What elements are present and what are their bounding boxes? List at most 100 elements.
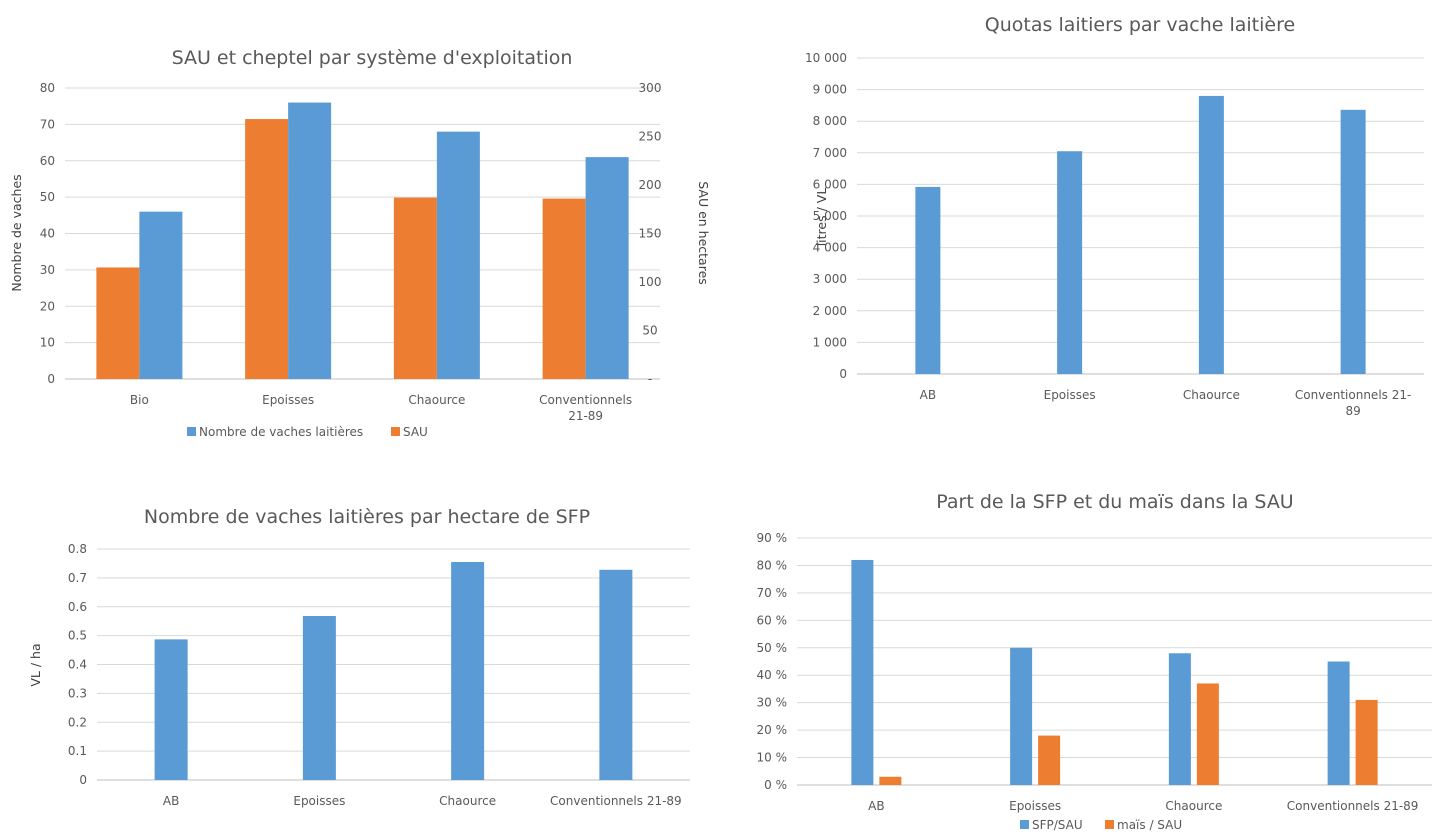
y-tick-label: 3 000 [813,272,847,286]
x-tick-label: Epoisses [293,794,345,808]
chart-vl-par-hectare: Nombre de vaches laitières par hectare d… [28,506,690,808]
y-tick-label: 10 % [757,751,788,765]
chart-title: Quotas laitiers par vache laitière [985,14,1295,36]
bar-value-0 [154,639,188,780]
chart-quotas: Quotas laitiers par vache laitière litre… [805,14,1424,418]
y-axis-label: VL / ha [28,643,43,686]
y-tick-label: 0.5 [68,629,87,643]
y-tick-label: 70 % [757,586,788,600]
x-tick-label: 21-89 [568,409,603,423]
y-tick-label: 90 % [757,531,788,545]
x-tick-label: Chaource [1183,388,1240,402]
bar-value-1 [302,615,336,780]
bar-nombre-de-vaches-laiti-res-0 [139,211,183,379]
y-tick-label: 0.3 [68,686,87,700]
x-tick-label: Conventionnels [539,393,632,407]
y-tick-label: 8 000 [813,114,847,128]
bar-sfp-sau-0 [851,559,874,785]
x-tick-label: AB [163,794,179,808]
chart-title: Nombre de vaches laitières par hectare d… [144,506,590,528]
x-tick-label: Epoisses [1044,388,1096,402]
bar-value-3 [1340,109,1366,374]
y-tick-label: 0.1 [68,744,87,758]
y2-tick-label: 50 [642,324,657,338]
bar-sfp-sau-1 [1010,647,1033,785]
legend-swatch-vaches [187,427,196,436]
bar-sfp-sau-2 [1168,653,1191,785]
y-axis-label: Nombre de vaches [9,174,24,291]
bar-nombre-de-vaches-laiti-res-3 [585,157,629,379]
y-tick-label: 0.4 [68,658,87,672]
x-tick-label: Epoisses [1009,799,1061,813]
bar-ma-s-sau-0 [879,776,902,785]
y-tick-label: 80 % [757,558,788,572]
bar-ma-s-sau-3 [1355,699,1378,785]
x-tick-label: AB [868,799,884,813]
y-tick-label: 0.6 [68,600,87,614]
y-tick-label: 1 000 [813,335,847,349]
bar-value-1 [1057,151,1083,374]
y2-tick-label: 150 [639,227,662,241]
bar-value-3 [599,569,633,780]
bar-ma-s-sau-1 [1038,735,1061,785]
bar-sau-1 [245,119,289,379]
y-tick-label: 70 [40,117,55,131]
y2-axis-label: SAU en hectares [696,181,711,285]
y-tick-label: 0 [79,773,87,787]
legend-label-sau: SAU [403,425,428,439]
legend-swatch-sfp [1020,820,1029,829]
y-tick-label: 60 % [757,613,788,627]
x-tick-label: Conventionnels 21-89 [1287,799,1419,813]
x-tick-label: Chaource [408,393,465,407]
y-tick-label: 0 [47,372,55,386]
x-tick-label: Chaource [1165,799,1222,813]
x-tick-label: 89 [1345,404,1360,418]
y2-tick-label: 100 [639,275,662,289]
x-tick-label: Bio [130,393,149,407]
x-tick-label: Conventionnels 21-89 [550,794,682,808]
y-tick-label: 50 [40,190,55,204]
y-tick-label: 30 % [757,696,788,710]
bar-nombre-de-vaches-laiti-res-1 [288,102,332,380]
bar-sau-0 [96,267,140,379]
y-tick-label: 4 000 [813,241,847,255]
y2-tick-label: - [648,372,652,386]
y2-tick-label: 250 [639,130,662,144]
bar-nombre-de-vaches-laiti-res-2 [436,131,480,379]
chart-title: Part de la SFP et du maïs dans la SAU [936,491,1293,513]
y-tick-label: 7 000 [813,146,847,160]
y-tick-label: 20 [40,299,55,313]
y-tick-label: 10 [40,336,55,350]
y-tick-label: 0.8 [68,542,87,556]
y-tick-label: 6 000 [813,177,847,191]
x-tick-label: Chaource [439,794,496,808]
y-axis-label: litres / VL [814,188,829,247]
y-tick-label: 80 [40,81,55,95]
legend-swatch-mais [1105,820,1114,829]
y-tick-label: 10 000 [805,51,847,65]
y-tick-label: 0.7 [68,571,87,585]
legend-label-vaches: Nombre de vaches laitières [199,425,363,439]
y-tick-label: 5 000 [813,209,847,223]
y-tick-label: 30 [40,263,55,277]
y-tick-label: 0 [839,367,847,381]
bar-sau-3 [542,198,586,379]
chart-title: SAU et cheptel par système d'exploitatio… [172,47,573,69]
y-tick-label: 40 % [757,668,788,682]
bar-value-2 [451,561,485,780]
y-tick-label: 9 000 [813,83,847,97]
x-tick-label: Conventionnels 21- [1295,388,1411,402]
y2-tick-label: 200 [639,178,662,192]
chart-sau-cheptel: SAU et cheptel par système d'exploitatio… [9,47,711,439]
y2-tick-label: 300 [639,81,662,95]
bar-ma-s-sau-2 [1196,683,1219,785]
y-tick-label: 50 % [757,641,788,655]
bar-sfp-sau-3 [1327,661,1350,785]
legend-label-mais: maïs / SAU [1117,818,1182,832]
y-tick-label: 2 000 [813,304,847,318]
x-tick-label: Epoisses [262,393,314,407]
legend-label-sfp: SFP/SAU [1032,818,1083,832]
y-tick-label: 0.2 [68,715,87,729]
legend-swatch-sau [391,427,400,436]
x-tick-label: AB [920,388,936,402]
